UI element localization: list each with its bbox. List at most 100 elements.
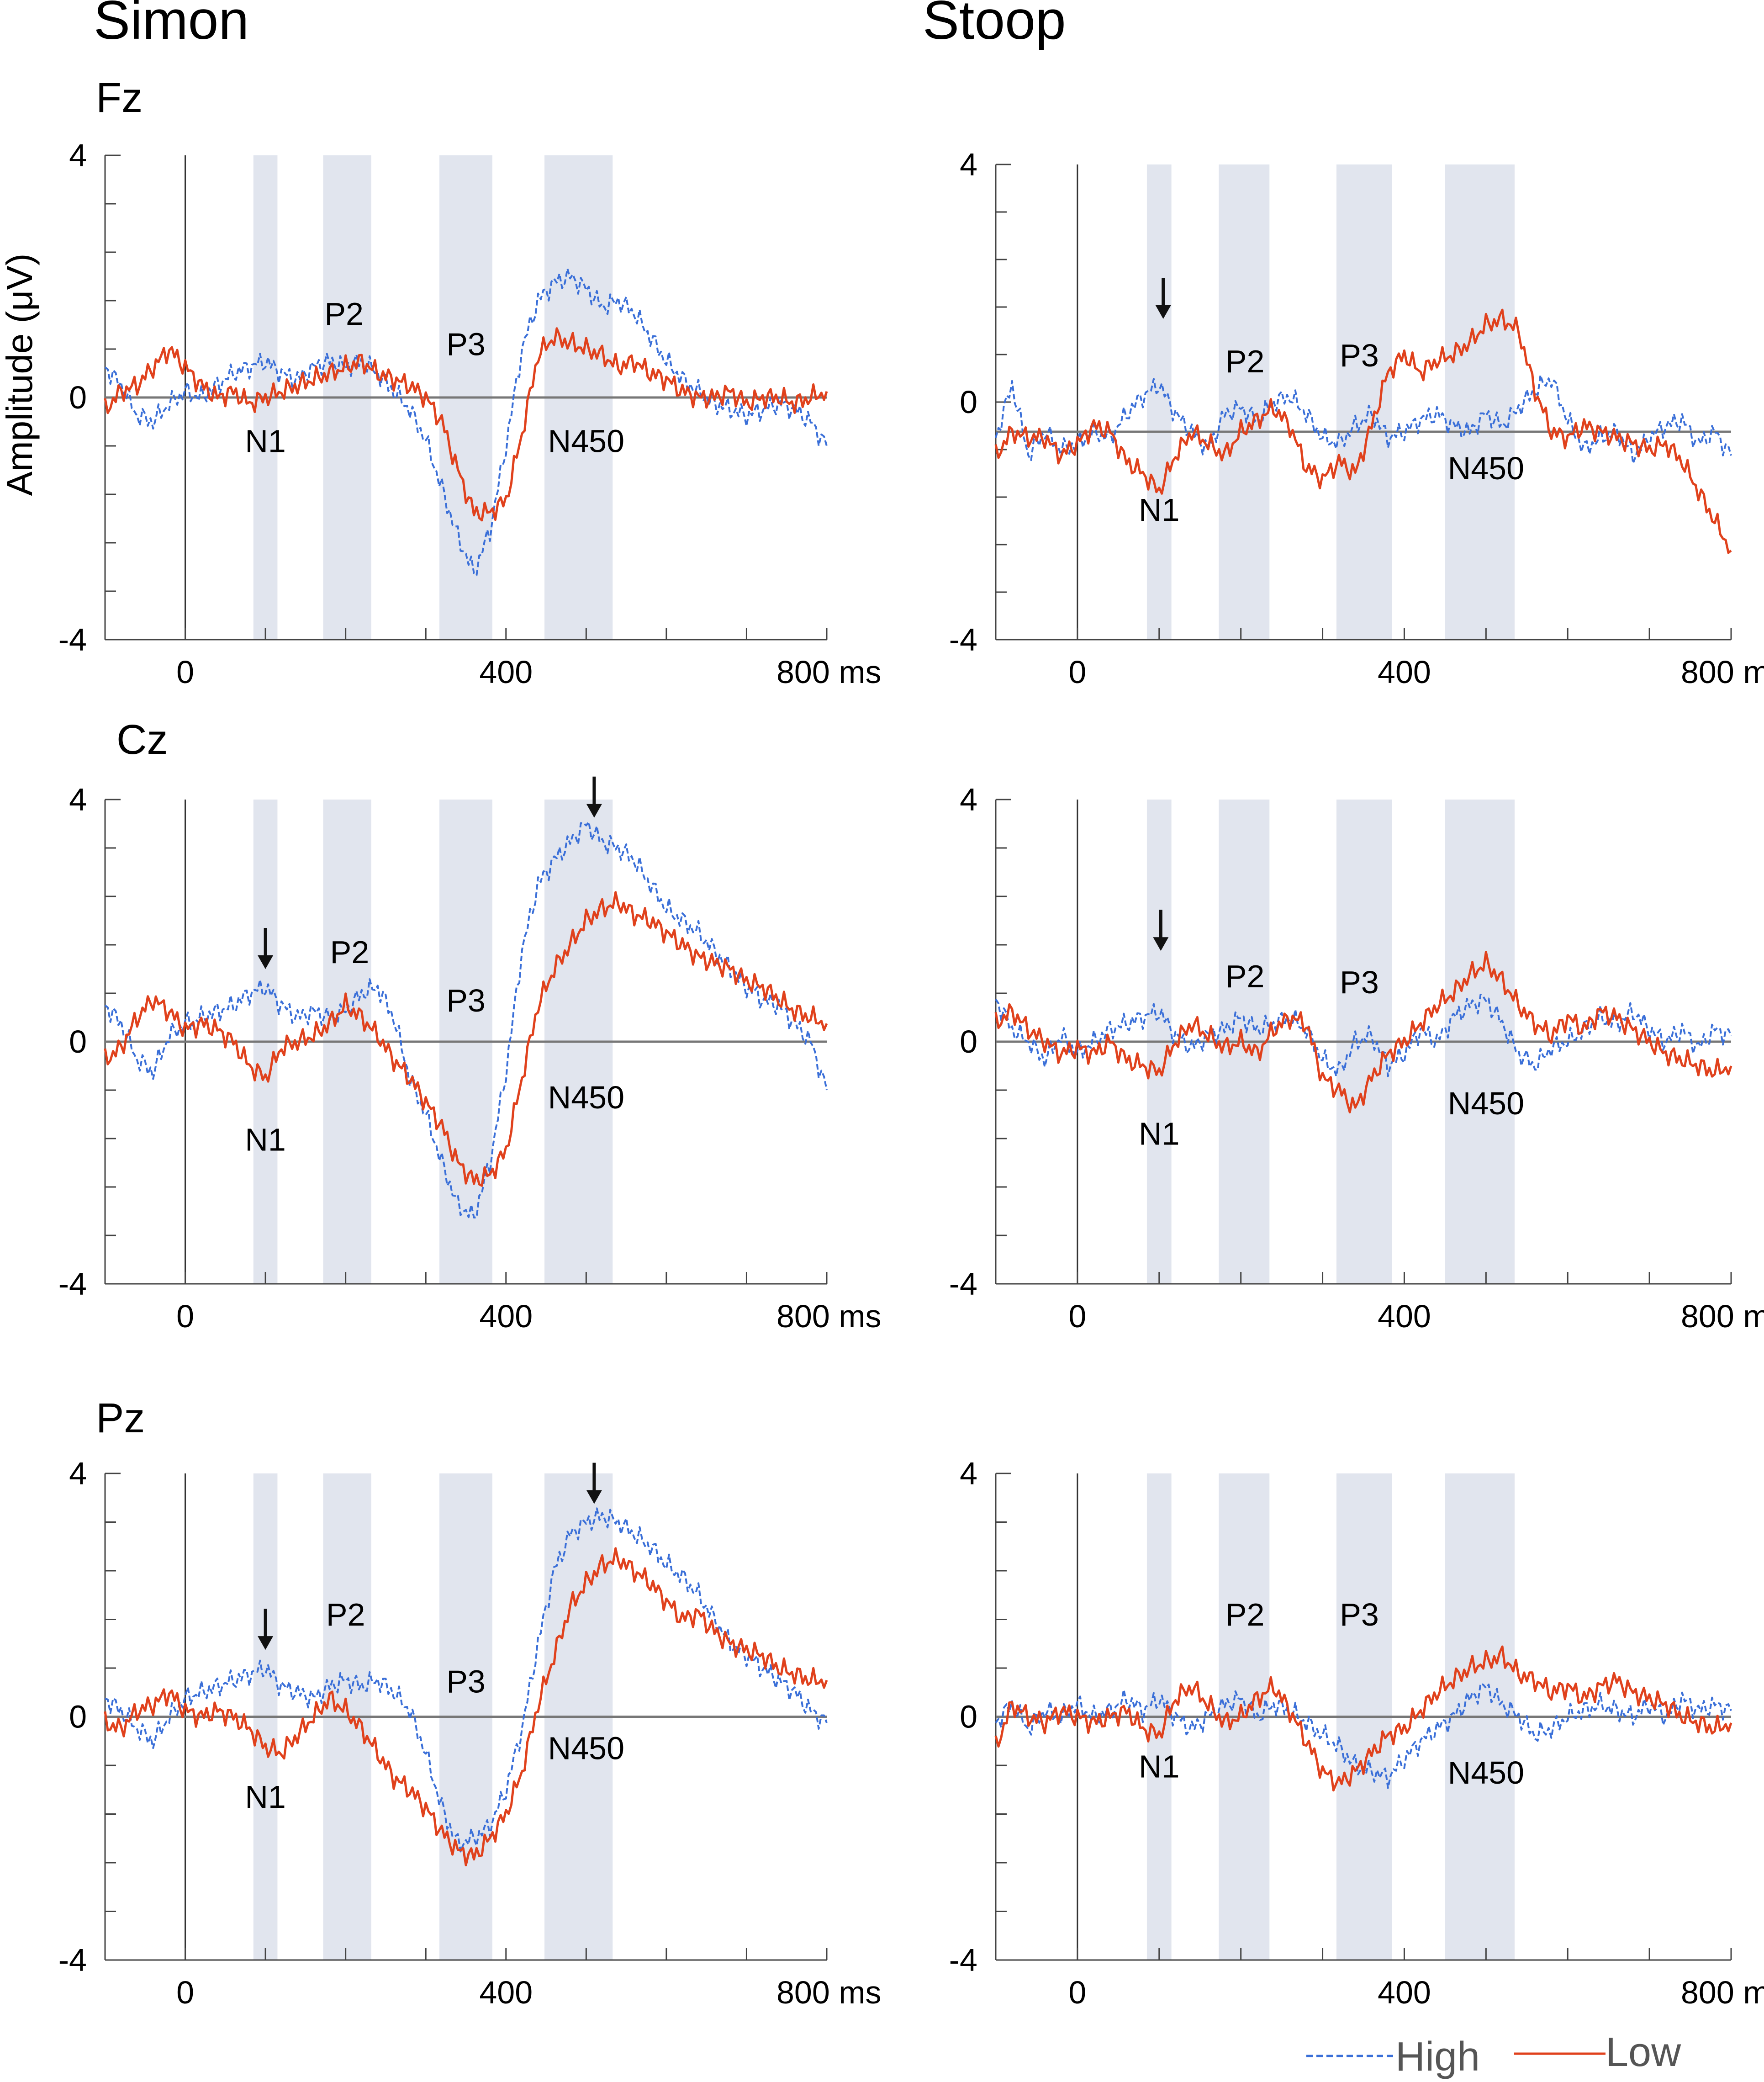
component-label-p2: P2 bbox=[1225, 1597, 1265, 1632]
component-label-p3: P3 bbox=[1340, 964, 1379, 1000]
legend-high-label: High bbox=[1395, 2034, 1480, 2080]
y-tick-label: 4 bbox=[69, 1456, 87, 1491]
arrow-marker bbox=[586, 776, 602, 818]
component-window-n1 bbox=[1146, 164, 1172, 640]
x-tick-label: 0 bbox=[1068, 654, 1086, 690]
y-tick-label: 0 bbox=[960, 1699, 977, 1735]
y-tick-label: -4 bbox=[58, 622, 87, 657]
series-line-high bbox=[995, 374, 1732, 465]
component-label-n450: N450 bbox=[1448, 450, 1524, 486]
component-label-n1: N1 bbox=[245, 1122, 285, 1158]
x-tick-label: 400 bbox=[1378, 1975, 1431, 2010]
y-tick-label: 4 bbox=[69, 138, 87, 173]
component-label-n1: N1 bbox=[245, 1779, 285, 1815]
arrow-head bbox=[1153, 937, 1169, 951]
site-label-fz: Fz bbox=[96, 74, 143, 121]
y-tick-label: 0 bbox=[69, 1024, 87, 1060]
site-label-cz: Cz bbox=[116, 716, 168, 763]
arrow-marker bbox=[1155, 278, 1171, 319]
component-label-p2: P2 bbox=[326, 1597, 365, 1632]
x-tick-label: 0 bbox=[176, 1975, 194, 2010]
panel-stroop-fz: 4 0 -4 0 400 800 ms P2 P3 N1 N450 bbox=[949, 147, 1764, 690]
panel-simon-cz: 4 0 -4 0 400 800 ms P2 P3 N1 N450 Cz bbox=[58, 716, 882, 1334]
legend-low-label: Low bbox=[1606, 2029, 1681, 2075]
component-label-p3: P3 bbox=[446, 983, 486, 1018]
component-label-n450: N450 bbox=[548, 423, 624, 459]
panel-stroop-pz: 4 0 -4 0 400 800 ms P2 P3 N1 N450 bbox=[949, 1456, 1764, 2010]
component-label-p2: P2 bbox=[1225, 959, 1265, 994]
site-label-pz: Pz bbox=[96, 1395, 145, 1441]
y-tick-label: 4 bbox=[69, 782, 87, 817]
y-tick-label: -4 bbox=[58, 1266, 87, 1302]
arrow-head bbox=[258, 955, 274, 969]
stroop-column-title: Stoop bbox=[923, 0, 1066, 51]
component-label-n450: N450 bbox=[1448, 1086, 1524, 1121]
x-tick-label: 400 bbox=[479, 1298, 533, 1334]
x-tick-label: 400 bbox=[1378, 1298, 1431, 1334]
component-label-n1: N1 bbox=[245, 423, 285, 459]
x-tick-label: 800 ms bbox=[1681, 654, 1764, 690]
y-tick-label: 0 bbox=[960, 384, 977, 420]
y-tick-label: -4 bbox=[949, 622, 977, 657]
component-label-n1: N1 bbox=[1139, 1749, 1179, 1785]
series-line-low bbox=[994, 308, 1732, 554]
x-tick-label: 0 bbox=[176, 1298, 194, 1334]
series-line-low bbox=[104, 1547, 828, 1866]
component-label-n450: N450 bbox=[548, 1080, 624, 1115]
component-window-n450 bbox=[1445, 164, 1515, 640]
series-line-high bbox=[104, 821, 828, 1218]
component-label-p2: P2 bbox=[324, 296, 364, 332]
component-label-n1: N1 bbox=[1139, 492, 1179, 528]
legend: High Low bbox=[1306, 2029, 1681, 2080]
arrow-head bbox=[1155, 305, 1171, 319]
component-label-p2: P2 bbox=[330, 934, 370, 970]
simon-column-title: Simon bbox=[94, 0, 249, 51]
panel-stroop-cz: 4 0 -4 0 400 800 ms P2 P3 N1 N450 bbox=[949, 782, 1764, 1334]
y-tick-label: -4 bbox=[58, 1942, 87, 1978]
series-line-high bbox=[105, 1507, 828, 1853]
arrow-head bbox=[586, 804, 602, 818]
y-tick-label: 0 bbox=[960, 1024, 977, 1060]
component-window-p2 bbox=[1219, 164, 1270, 640]
component-window-p3 bbox=[1336, 164, 1392, 640]
x-tick-label: 800 ms bbox=[776, 1975, 882, 2010]
panel-simon-fz: 4 0 -4 0 400 800 ms P2 P3 N1 N450 Fz bbox=[58, 74, 882, 690]
component-label-p3: P3 bbox=[1340, 338, 1379, 373]
component-label-n450: N450 bbox=[1448, 1755, 1524, 1791]
series-line-high bbox=[104, 268, 828, 576]
x-tick-label: 0 bbox=[1068, 1975, 1086, 2010]
component-label-p3: P3 bbox=[1340, 1597, 1379, 1632]
y-tick-label: 4 bbox=[960, 147, 977, 182]
arrow-marker bbox=[586, 1462, 602, 1504]
component-label-p3: P3 bbox=[446, 326, 486, 362]
series-line-low bbox=[104, 891, 828, 1187]
y-tick-label: 0 bbox=[69, 1699, 87, 1735]
x-tick-label: 800 ms bbox=[1681, 1298, 1764, 1334]
x-tick-label: 800 ms bbox=[776, 1298, 882, 1334]
y-axis-title: Amplitude (μV) bbox=[0, 254, 40, 496]
x-tick-label: 0 bbox=[176, 654, 194, 690]
x-tick-label: 0 bbox=[1068, 1298, 1086, 1334]
component-label-p2: P2 bbox=[1225, 344, 1265, 379]
x-tick-label: 400 bbox=[479, 1975, 533, 2010]
y-tick-label: 4 bbox=[960, 782, 977, 817]
series-line-low bbox=[994, 1645, 1732, 1792]
series-line-low bbox=[994, 951, 1732, 1113]
x-tick-label: 400 bbox=[1378, 654, 1431, 690]
y-tick-label: 4 bbox=[960, 1456, 977, 1491]
series-line-high bbox=[995, 1683, 1732, 1789]
arrow-marker bbox=[258, 928, 274, 969]
arrow-head bbox=[258, 1636, 274, 1650]
y-tick-label: -4 bbox=[949, 1942, 977, 1978]
arrow-head bbox=[586, 1490, 602, 1504]
panel-simon-pz: 4 0 -4 0 400 800 ms P2 P3 N1 N450 Pz bbox=[58, 1395, 882, 2010]
x-tick-label: 800 ms bbox=[1681, 1975, 1764, 2010]
arrow-marker bbox=[1153, 910, 1169, 951]
x-tick-label: 800 ms bbox=[776, 654, 882, 690]
arrow-marker bbox=[258, 1609, 274, 1650]
series-line-low bbox=[104, 327, 828, 522]
x-tick-label: 400 bbox=[479, 654, 533, 690]
component-label-p3: P3 bbox=[446, 1663, 486, 1699]
component-label-n1: N1 bbox=[1139, 1116, 1179, 1151]
